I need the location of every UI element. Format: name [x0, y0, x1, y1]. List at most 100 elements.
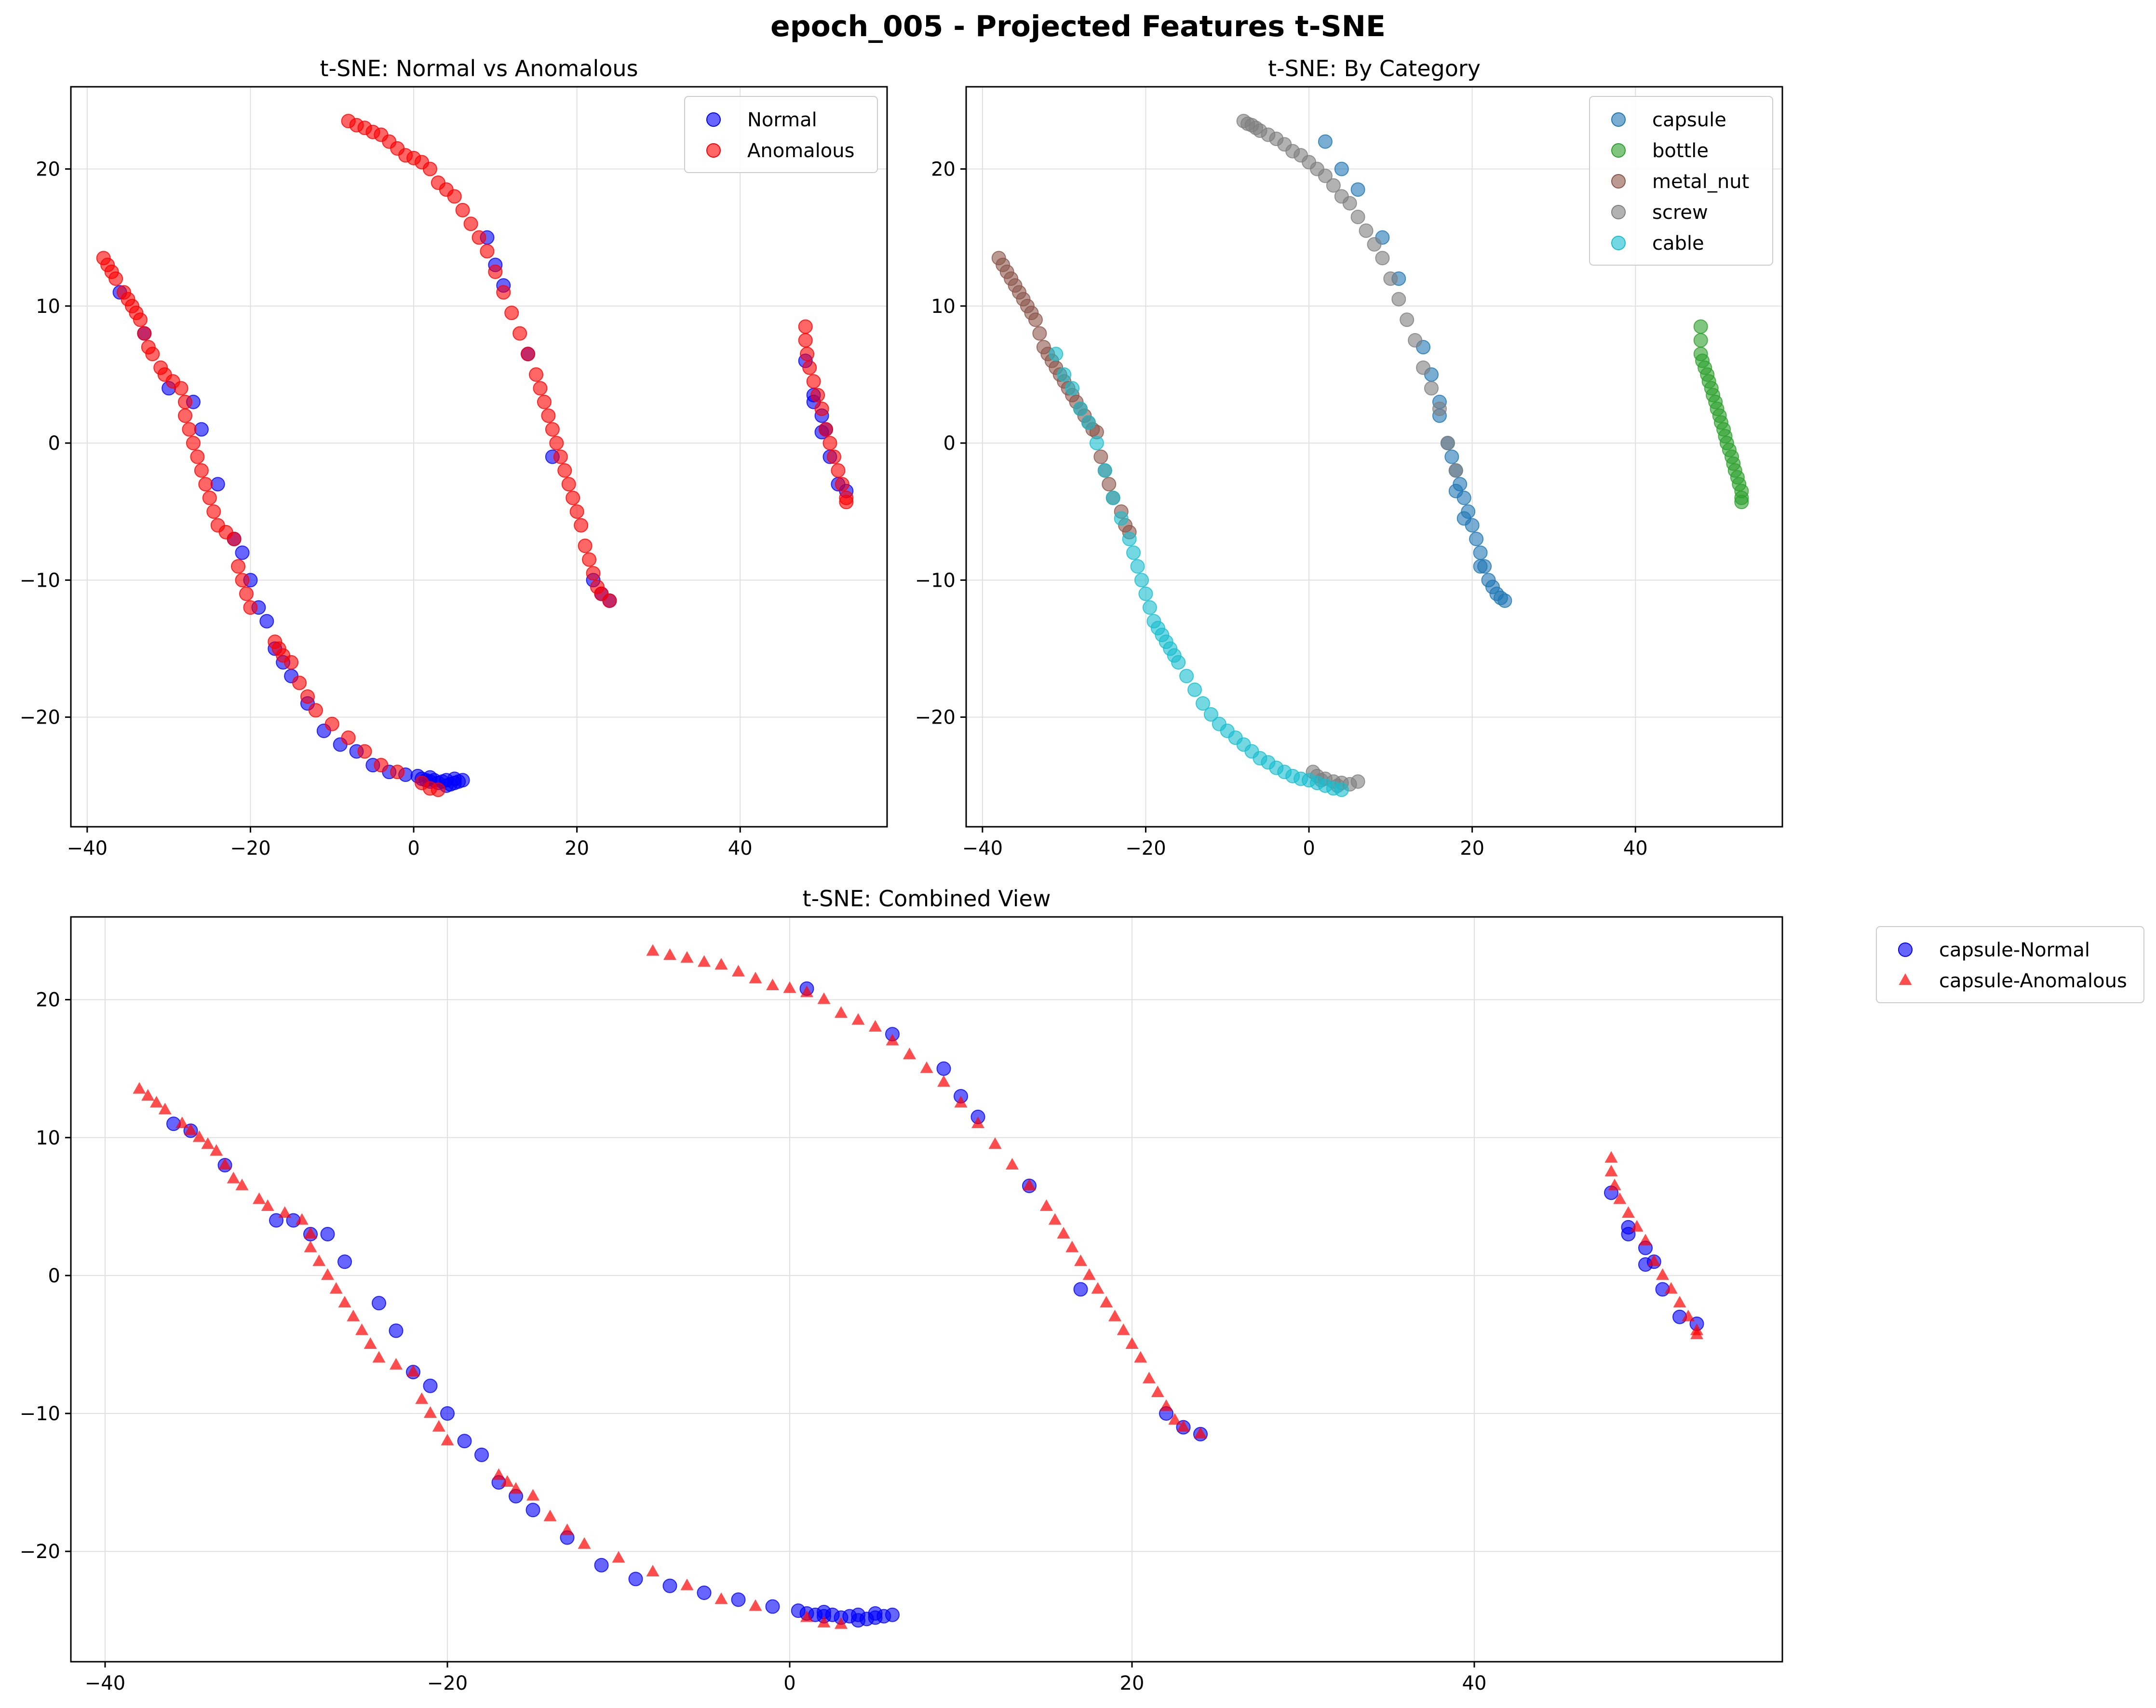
- y-tick-label: 0: [48, 1265, 60, 1287]
- data-point: [304, 1240, 317, 1252]
- legend-label: capsule: [1652, 109, 1726, 131]
- legend-label: Anomalous: [747, 140, 854, 162]
- data-point: [561, 477, 576, 492]
- data-point: [1142, 600, 1157, 615]
- data-point: [1040, 1199, 1053, 1211]
- data-point: [1065, 1240, 1079, 1252]
- data-point: [594, 1558, 609, 1573]
- subplot-3: −40 −20 0 20 40 −20 −10 0 10 20 t-SNE: Combined Vi…: [20, 886, 2144, 1695]
- legend-box: [1876, 926, 2144, 1003]
- data-point: [158, 1103, 172, 1115]
- legend-box: [684, 96, 878, 173]
- y-tick-label: 0: [48, 432, 60, 455]
- x-tick-label: −20: [1125, 837, 1166, 860]
- data-point: [543, 1509, 557, 1521]
- data-point: [1350, 210, 1365, 225]
- data-point: [1604, 1151, 1618, 1163]
- data-point: [239, 586, 254, 601]
- legend-label: screw: [1652, 202, 1708, 224]
- legend-label: bottle: [1652, 140, 1709, 162]
- data-point: [424, 1406, 437, 1418]
- data-point: [749, 1599, 762, 1611]
- data-point: [357, 744, 372, 759]
- x-tick-label: 20: [565, 837, 589, 860]
- legend-marker: [1898, 942, 1913, 957]
- data-point: [1177, 1420, 1190, 1432]
- data-point: [253, 1192, 266, 1204]
- subplot-2: −40 −20 0 20 40 −20 −10 0 10 20 t-SNE: By Category…: [915, 55, 1783, 860]
- data-point: [308, 703, 323, 718]
- data-point: [432, 1420, 445, 1432]
- data-point: [1693, 333, 1708, 348]
- data-point: [1108, 1309, 1121, 1321]
- data-point: [423, 1378, 438, 1393]
- data-point: [1673, 1296, 1686, 1308]
- y-tick-label: 20: [36, 159, 60, 181]
- data-point: [714, 1592, 728, 1604]
- data-point: [1326, 178, 1341, 193]
- data-point: [574, 518, 589, 533]
- data-point: [1408, 333, 1423, 348]
- data-point: [145, 347, 160, 362]
- data-point: [347, 1309, 360, 1321]
- data-point: [988, 1137, 1002, 1149]
- data-point: [800, 347, 815, 362]
- data-point: [372, 1296, 386, 1311]
- data-point: [210, 477, 225, 492]
- data-point: [1318, 134, 1333, 149]
- data-point: [1334, 161, 1349, 176]
- legend-marker: [1611, 236, 1626, 250]
- data-point: [108, 271, 123, 286]
- legend-label: cable: [1652, 232, 1704, 255]
- data-point: [1117, 1323, 1130, 1335]
- data-point: [295, 1213, 309, 1225]
- data-point: [1097, 463, 1112, 478]
- data-point: [1089, 436, 1104, 451]
- subplot-title: t-SNE: Normal vs Anomalous: [320, 55, 638, 81]
- subplot-title: t-SNE: Combined View: [803, 886, 1051, 912]
- x-tick-label: 0: [783, 1672, 795, 1695]
- data-point: [839, 495, 854, 510]
- y-tick-label: 20: [36, 989, 60, 1011]
- data-point: [885, 1607, 900, 1622]
- data-point: [1074, 1254, 1087, 1266]
- data-point: [186, 436, 201, 451]
- data-point: [810, 388, 825, 403]
- data-point: [447, 189, 462, 204]
- data-point: [1350, 774, 1365, 789]
- x-tick-label: 20: [1120, 1672, 1145, 1695]
- data-point: [1187, 682, 1202, 697]
- data-point: [474, 1447, 489, 1462]
- data-point: [184, 1123, 197, 1135]
- data-point: [1203, 707, 1218, 722]
- data-point: [329, 1282, 343, 1294]
- y-tick-label: 20: [931, 159, 956, 181]
- data-point: [814, 402, 829, 417]
- data-point: [422, 161, 437, 176]
- data-point: [851, 1013, 865, 1025]
- data-point: [868, 1606, 883, 1621]
- data-point: [210, 1144, 223, 1156]
- data-point: [1125, 1337, 1139, 1349]
- x-tick-label: −20: [427, 1672, 468, 1695]
- y-tick-label: −20: [20, 707, 60, 729]
- data-point: [646, 944, 660, 956]
- data-point: [1448, 463, 1463, 478]
- data-point: [800, 985, 813, 997]
- data-point: [150, 1096, 163, 1108]
- data-point: [1168, 1413, 1182, 1425]
- data-point: [133, 1082, 146, 1094]
- data-point: [662, 1578, 677, 1593]
- data-point: [338, 1296, 351, 1308]
- data-point: [231, 559, 246, 574]
- legend-marker: [1899, 973, 1912, 985]
- data-point: [235, 573, 250, 588]
- x-tick-label: 40: [728, 837, 753, 860]
- panels: −40 −20 0 20 40 −20 −10 0 10 20 t-SNE: Normal vs A…: [20, 55, 2144, 1695]
- data-point: [1194, 1426, 1207, 1439]
- legend-marker: [1611, 174, 1626, 188]
- data-point: [202, 490, 217, 505]
- data-point: [1342, 196, 1357, 211]
- y-tick-label: −10: [20, 569, 60, 592]
- data-point: [1608, 1178, 1621, 1190]
